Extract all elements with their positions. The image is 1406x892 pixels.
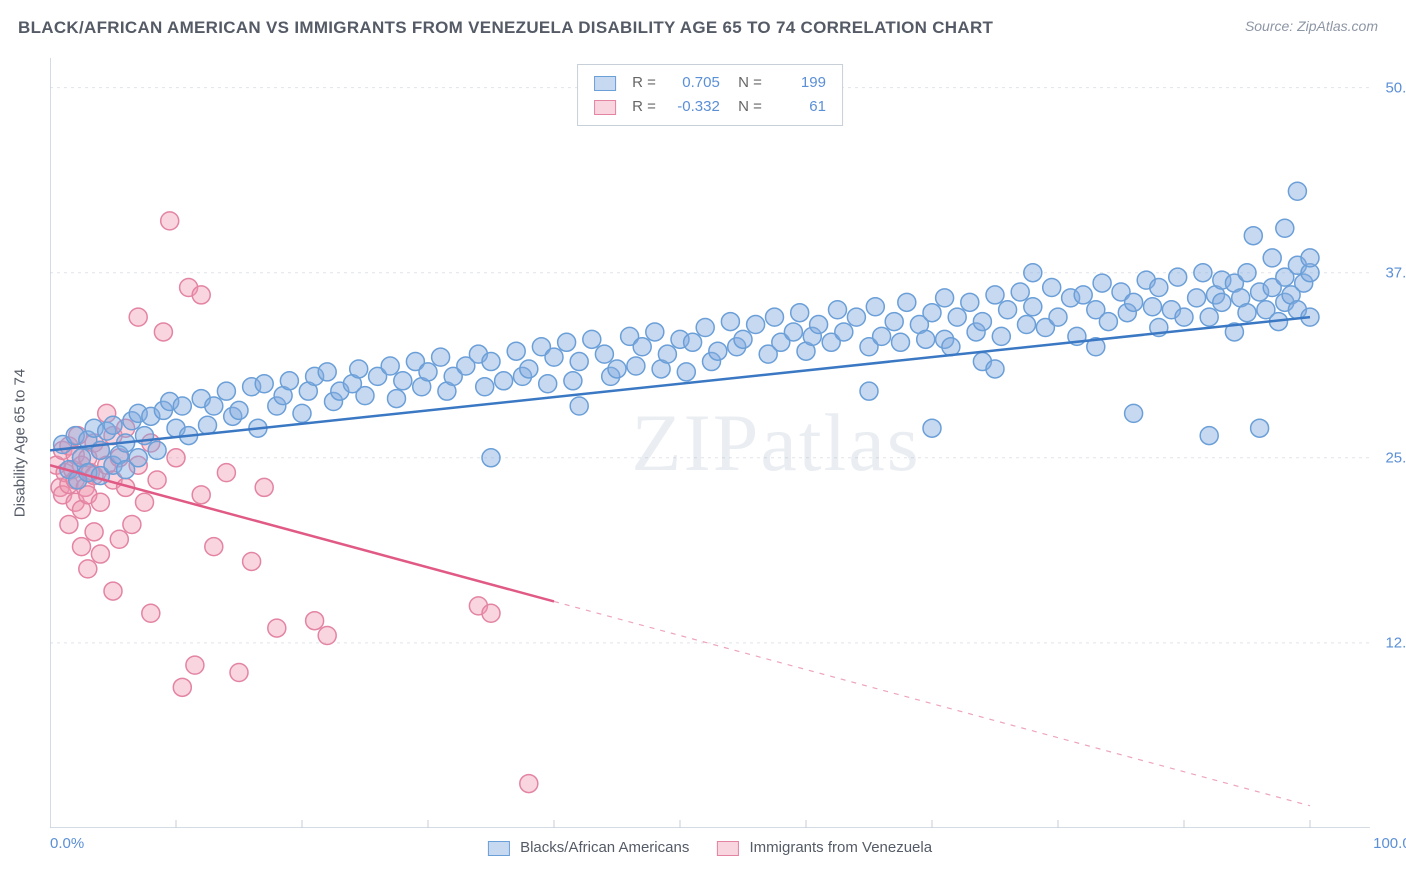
swatch-pink-bottom — [717, 841, 739, 856]
r-label: R = — [632, 71, 656, 95]
stats-legend: R = 0.705 N = 199 R = -0.332 N = 61 — [577, 64, 843, 126]
swatch-pink — [594, 100, 616, 115]
legend-label-pink: Immigrants from Venezuela — [750, 839, 933, 856]
swatch-blue-bottom — [488, 841, 510, 856]
y-tick-label: 12.5% — [1385, 634, 1406, 651]
source-attribution: Source: ZipAtlas.com — [1245, 18, 1378, 34]
y-tick-label: 37.5% — [1385, 264, 1406, 281]
n-value-blue: 199 — [772, 71, 826, 95]
plot-svg — [50, 58, 1370, 828]
series-legend: Blacks/African Americans Immigrants from… — [488, 839, 932, 856]
scatter-chart: Disability Age 65 to 74 ZIPatlas R = 0.7… — [50, 58, 1370, 828]
x-tick-max: 100.0% — [1373, 835, 1406, 852]
chart-title: BLACK/AFRICAN AMERICAN VS IMMIGRANTS FRO… — [18, 18, 993, 38]
x-tick-min: 0.0% — [50, 835, 84, 852]
r-label: R = — [632, 95, 656, 119]
n-label: N = — [730, 95, 762, 119]
swatch-blue — [594, 76, 616, 91]
legend-label-blue: Blacks/African Americans — [520, 839, 689, 856]
r-value-pink: -0.332 — [666, 95, 720, 119]
n-value-pink: 61 — [772, 95, 826, 119]
y-tick-label: 50.0% — [1385, 79, 1406, 96]
n-label: N = — [730, 71, 762, 95]
y-axis-label: Disability Age 65 to 74 — [12, 369, 29, 517]
r-value-blue: 0.705 — [666, 71, 720, 95]
y-tick-label: 25.0% — [1385, 449, 1406, 466]
